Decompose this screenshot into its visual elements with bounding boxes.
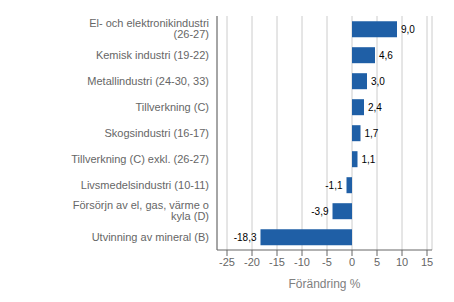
svg-text:5: 5 — [374, 256, 380, 268]
svg-text:Kemisk industri (19-22): Kemisk industri (19-22) — [96, 49, 209, 61]
svg-text:0: 0 — [349, 256, 355, 268]
svg-text:Skogsindustri (16-17): Skogsindustri (16-17) — [104, 127, 209, 139]
svg-text:El- och elektronikindustri(26-: El- och elektronikindustri(26-27) — [89, 17, 209, 40]
svg-text:1,1: 1,1 — [362, 154, 376, 165]
svg-text:-3,9: -3,9 — [311, 206, 329, 217]
svg-text:-15: -15 — [269, 256, 285, 268]
svg-text:Livsmedelsindustri (10-11): Livsmedelsindustri (10-11) — [81, 179, 209, 191]
svg-text:-5: -5 — [322, 256, 332, 268]
svg-text:Utvinning av mineral (B): Utvinning av mineral (B) — [92, 231, 209, 243]
svg-text:-18,3: -18,3 — [234, 232, 257, 243]
svg-text:-1,1: -1,1 — [325, 180, 343, 191]
svg-text:Metallindustri (24-30, 33): Metallindustri (24-30, 33) — [87, 75, 209, 87]
svg-text:2,4: 2,4 — [368, 102, 382, 113]
svg-text:10: 10 — [396, 256, 408, 268]
svg-text:Tillverkning (C): Tillverkning (C) — [135, 101, 209, 113]
svg-text:1,7: 1,7 — [365, 128, 379, 139]
svg-text:Förändring %: Förändring % — [288, 277, 360, 291]
svg-text:15: 15 — [421, 256, 433, 268]
svg-text:-25: -25 — [219, 256, 235, 268]
svg-text:4,6: 4,6 — [379, 50, 393, 61]
svg-text:9,0: 9,0 — [401, 24, 415, 35]
svg-text:Försörjn av el, gas, värme oky: Försörjn av el, gas, värme okyla (D) — [73, 199, 209, 222]
svg-text:-10: -10 — [294, 256, 310, 268]
svg-text:Tillverkning (C) exkl. (26-27): Tillverkning (C) exkl. (26-27) — [71, 153, 209, 165]
svg-text:3,0: 3,0 — [371, 76, 385, 87]
svg-text:-20: -20 — [244, 256, 260, 268]
